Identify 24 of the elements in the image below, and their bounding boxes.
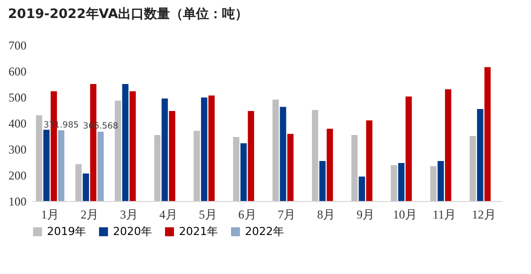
y-tick-label: 200 [8,168,26,182]
y-tick-label: 700 [8,38,26,52]
y-tick-label: 600 [8,64,26,78]
x-tick-label: 10月 [393,208,418,222]
chart-title: 2019-2022年VA出口数量（单位：吨） [8,6,248,22]
x-tick-label: 8月 [317,208,336,222]
legend-label: 2020年 [113,224,152,238]
x-tick-label: 11月 [432,208,456,222]
y-tick-label: 500 [8,90,26,104]
legend-label: 2022年 [245,224,284,238]
y-tick-label: 400 [8,116,26,130]
legend-label: 2021年 [179,224,218,238]
x-tick-label: 9月 [356,208,375,222]
x-tick-label: 6月 [238,208,256,222]
legend-label: 2019年 [47,224,86,238]
x-tick-label: 4月 [159,208,178,222]
x-tick-label: 1月 [41,208,60,222]
x-tick-label: 2月 [80,208,99,222]
x-tick-label: 5月 [198,208,217,222]
y-tick-label: 300 [8,142,26,156]
x-tick-label: 7月 [278,208,296,222]
x-tick-label: 3月 [120,208,138,222]
x-tick-label: 12月 [472,208,496,222]
y-tick-label: 100 [8,194,26,208]
